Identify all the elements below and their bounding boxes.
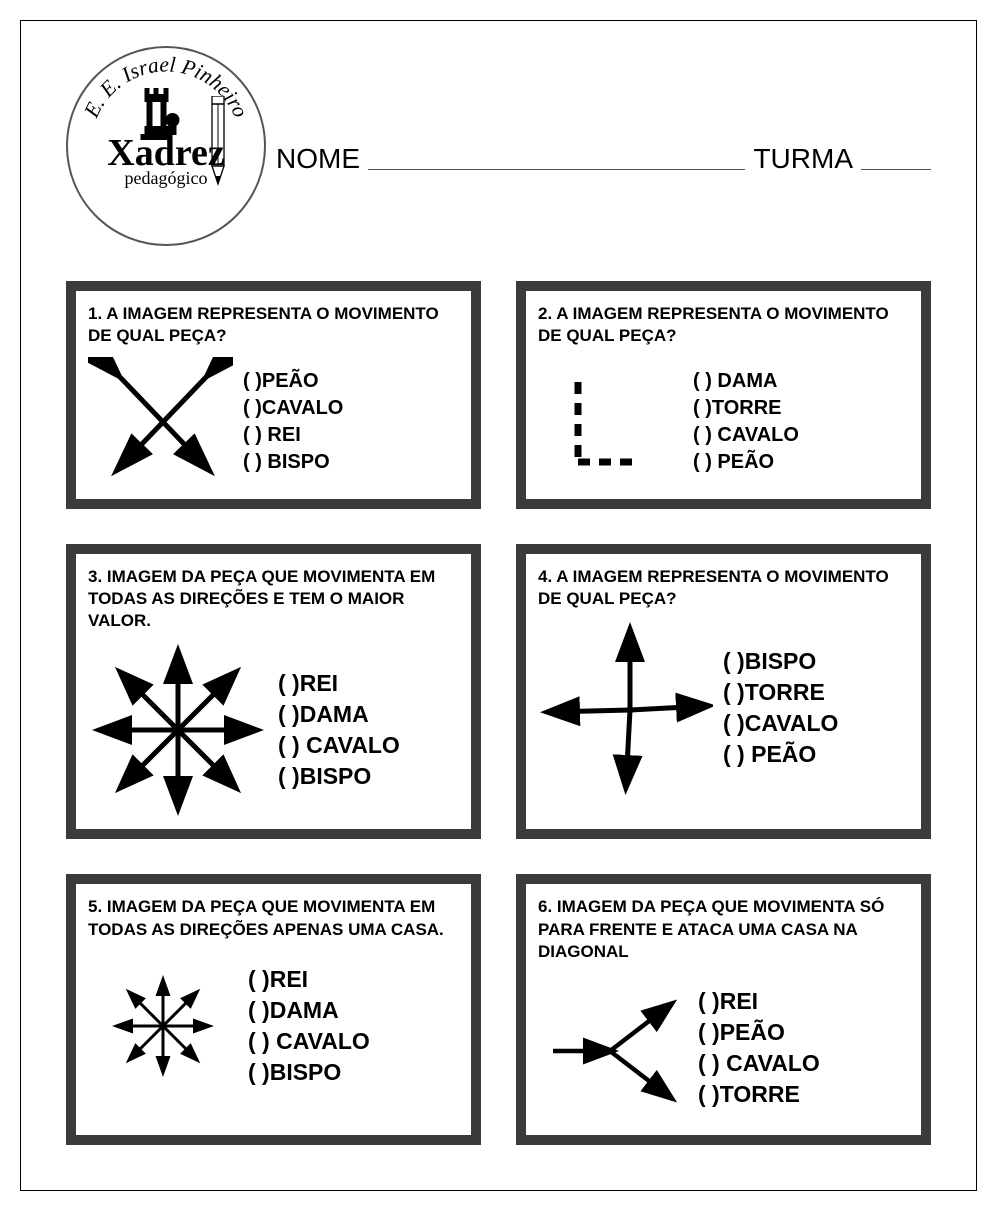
question-card-6: 6. IMAGEM DA PEÇA QUE MOVIMENTA SÓ PARA … xyxy=(516,874,931,1144)
option[interactable]: ( )DAMA xyxy=(248,997,370,1024)
school-logo: E. E. Israel Pinheiro xyxy=(66,46,266,246)
option[interactable]: ( )TORRE xyxy=(723,679,838,706)
question-options: ( )BISPO ( )TORRE ( )CAVALO ( ) PEÃO xyxy=(723,648,838,768)
option[interactable]: ( ) CAVALO xyxy=(693,424,799,447)
option[interactable]: ( ) CAVALO xyxy=(278,732,400,759)
option[interactable]: ( ) DAMA xyxy=(693,370,799,393)
option[interactable]: ( ) REI xyxy=(243,424,343,447)
question-prompt: 5. IMAGEM DA PEÇA QUE MOVIMENTA EM TODAS… xyxy=(88,896,459,940)
worksheet-page: E. E. Israel Pinheiro xyxy=(20,20,977,1191)
question-options: ( )REI ( )DAMA ( ) CAVALO ( )BISPO xyxy=(248,966,370,1086)
question-prompt: 3. IMAGEM DA PEÇA QUE MOVIMENTA EM TODAS… xyxy=(88,566,459,632)
option[interactable]: ( )CAVALO xyxy=(723,710,838,737)
question-prompt: 4. A IMAGEM REPRESENTA O MOVIMENTO DE QU… xyxy=(538,566,909,610)
option[interactable]: ( )TORRE xyxy=(698,1081,820,1108)
option[interactable]: ( ) PEÃO xyxy=(693,451,799,474)
option[interactable]: ( ) PEÃO xyxy=(723,741,838,768)
option[interactable]: ( )BISPO xyxy=(278,763,400,790)
question-options: ( )PEÃO ( )CAVALO ( ) REI ( ) BISPO xyxy=(243,370,343,474)
movement-diagram-plus xyxy=(538,620,713,795)
option[interactable]: ( ) CAVALO xyxy=(248,1028,370,1055)
name-input-line[interactable] xyxy=(368,148,745,170)
logo-main-word: Xadrez xyxy=(68,137,264,169)
option[interactable]: ( )TORRE xyxy=(693,397,799,420)
option[interactable]: ( )BISPO xyxy=(723,648,838,675)
option[interactable]: ( )PEÃO xyxy=(698,1019,820,1046)
class-input-line[interactable] xyxy=(861,148,931,170)
question-options: ( ) DAMA ( )TORRE ( ) CAVALO ( ) PEÃO xyxy=(693,370,799,474)
option[interactable]: ( )REI xyxy=(698,988,820,1015)
option[interactable]: ( )PEÃO xyxy=(243,370,343,393)
question-options: ( )REI ( )PEÃO ( ) CAVALO ( )TORRE xyxy=(698,988,820,1108)
class-label: TURMA xyxy=(753,143,853,175)
option[interactable]: ( )REI xyxy=(278,670,400,697)
movement-diagram-x xyxy=(88,357,233,487)
name-label: NOME xyxy=(276,143,360,175)
logo-sub-word: pedagógico xyxy=(68,169,264,187)
option[interactable]: ( )REI xyxy=(248,966,370,993)
logo-center-text: Xadrez pedagógico xyxy=(68,137,264,187)
question-options: ( )REI ( )DAMA ( ) CAVALO ( )BISPO xyxy=(278,670,400,790)
movement-diagram-star8-small xyxy=(88,951,238,1101)
movement-diagram-star8 xyxy=(88,642,268,817)
question-prompt: 2. A IMAGEM REPRESENTA O MOVIMENTO DE QU… xyxy=(538,303,909,347)
questions-grid: 1. A IMAGEM REPRESENTA O MOVIMENTO DE QU… xyxy=(66,281,931,1145)
option[interactable]: ( ) CAVALO xyxy=(698,1050,820,1077)
question-card-3: 3. IMAGEM DA PEÇA QUE MOVIMENTA EM TODAS… xyxy=(66,544,481,839)
header-row: E. E. Israel Pinheiro xyxy=(66,46,931,246)
name-fields: NOME TURMA xyxy=(266,118,931,175)
question-card-1: 1. A IMAGEM REPRESENTA O MOVIMENTO DE QU… xyxy=(66,281,481,509)
question-card-2: 2. A IMAGEM REPRESENTA O MOVIMENTO DE QU… xyxy=(516,281,931,509)
option[interactable]: ( ) BISPO xyxy=(243,451,343,474)
question-card-5: 5. IMAGEM DA PEÇA QUE MOVIMENTA EM TODAS… xyxy=(66,874,481,1144)
option[interactable]: ( )BISPO xyxy=(248,1059,370,1086)
question-prompt: 6. IMAGEM DA PEÇA QUE MOVIMENTA SÓ PARA … xyxy=(538,896,909,962)
movement-diagram-l xyxy=(538,357,683,487)
option[interactable]: ( )CAVALO xyxy=(243,397,343,420)
option[interactable]: ( )DAMA xyxy=(278,701,400,728)
question-card-4: 4. A IMAGEM REPRESENTA O MOVIMENTO DE QU… xyxy=(516,544,931,839)
movement-diagram-pawn xyxy=(538,973,688,1123)
question-prompt: 1. A IMAGEM REPRESENTA O MOVIMENTO DE QU… xyxy=(88,303,459,347)
